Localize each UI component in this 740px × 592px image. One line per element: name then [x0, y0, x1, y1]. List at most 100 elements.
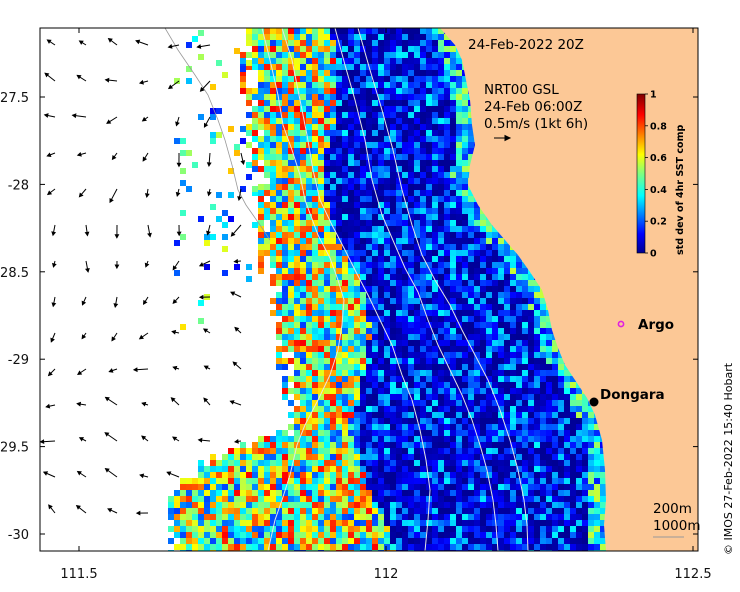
- sst-cell: [276, 82, 282, 88]
- sst-cell: [468, 298, 474, 304]
- sst-cell: [492, 262, 498, 268]
- sst-cell: [420, 250, 426, 256]
- sst-cell: [444, 514, 450, 520]
- sst-cell: [330, 388, 336, 394]
- sst-cell: [300, 460, 306, 466]
- sst-cell: [282, 172, 288, 178]
- sst-cell: [288, 172, 294, 178]
- sst-cell: [366, 232, 372, 238]
- sst-cell: [462, 118, 468, 124]
- sst-cell: [288, 118, 294, 124]
- sst-cell: [426, 34, 432, 40]
- sst-cell: [456, 532, 462, 538]
- sst-cell: [426, 286, 432, 292]
- sst-cell: [228, 484, 234, 490]
- current-vector-head: [141, 116, 147, 122]
- sst-cell: [300, 232, 306, 238]
- sst-cell: [402, 244, 408, 250]
- sst-cell: [288, 334, 294, 340]
- sst-cell: [384, 352, 390, 358]
- sst-cell: [390, 406, 396, 412]
- sst-cell: [462, 382, 468, 388]
- sst-cell: [456, 406, 462, 412]
- sst-cell: [396, 280, 402, 286]
- sst-cell: [282, 280, 288, 286]
- sst-cell: [510, 406, 516, 412]
- sst-cell: [588, 472, 594, 478]
- sst-cell: [252, 58, 258, 64]
- sst-cell: [402, 100, 408, 106]
- sst-cell: [282, 292, 288, 298]
- sst-cell: [498, 238, 504, 244]
- sst-cell: [228, 460, 234, 466]
- sst-cell: [426, 220, 432, 226]
- sst-cell: [534, 304, 540, 310]
- sst-cell: [498, 310, 504, 316]
- sst-cell: [420, 28, 426, 34]
- sst-cell: [426, 268, 432, 274]
- sst-cell: [390, 244, 396, 250]
- sst-cell: [234, 490, 240, 496]
- sst-cell: [306, 346, 312, 352]
- sst-cell: [390, 40, 396, 46]
- sst-cell: [396, 418, 402, 424]
- sst-cell: [408, 190, 414, 196]
- sst-cell: [408, 544, 414, 550]
- sst-cell: [438, 208, 444, 214]
- sst-cell: [516, 334, 522, 340]
- sst-cell: [462, 478, 468, 484]
- sst-cell: [324, 334, 330, 340]
- sst-cell: [438, 490, 444, 496]
- sst-cell: [264, 136, 270, 142]
- sst-cell: [390, 76, 396, 82]
- sst-cell: [510, 424, 516, 430]
- sst-cell: [204, 544, 210, 550]
- sst-cell: [420, 112, 426, 118]
- sst-cell: [312, 166, 318, 172]
- sst-cell: [354, 172, 360, 178]
- sst-cell: [462, 310, 468, 316]
- sst-cell: [528, 430, 534, 436]
- sst-cell: [492, 538, 498, 544]
- sst-cell: [456, 370, 462, 376]
- sst-cell: [360, 526, 366, 532]
- sst-cell: [570, 538, 576, 544]
- sst-cell: [396, 484, 402, 490]
- sst-cell: [312, 154, 318, 160]
- sst-cell: [462, 460, 468, 466]
- sst-cell: [192, 544, 198, 550]
- sst-cell: [408, 460, 414, 466]
- sst-cell: [324, 190, 330, 196]
- sst-cell: [336, 130, 342, 136]
- sst-cell: [276, 166, 282, 172]
- sst-cell: [450, 70, 456, 76]
- sst-cell: [420, 280, 426, 286]
- sst-cell: [366, 34, 372, 40]
- sst-cell: [210, 526, 216, 532]
- sst-cell: [264, 490, 270, 496]
- sst-cell: [330, 532, 336, 538]
- sst-cell: [408, 406, 414, 412]
- sst-cell: [432, 178, 438, 184]
- sst-cell: [258, 52, 264, 58]
- sst-cell: [432, 520, 438, 526]
- sst-cell: [438, 526, 444, 532]
- sst-cell: [438, 394, 444, 400]
- sst-cell: [288, 226, 294, 232]
- sst-cell: [354, 94, 360, 100]
- sst-cell: [438, 148, 444, 154]
- sst-cell: [516, 436, 522, 442]
- sst-cell: [288, 424, 294, 430]
- sst-cell: [492, 448, 498, 454]
- sst-cell: [324, 262, 330, 268]
- sst-cell: [222, 496, 228, 502]
- sst-cell: [570, 430, 576, 436]
- sst-cell: [384, 322, 390, 328]
- sst-cell: [282, 142, 288, 148]
- sst-cell: [408, 208, 414, 214]
- sst-cell: [276, 154, 282, 160]
- sst-cell: [456, 316, 462, 322]
- sst-cell: [228, 216, 234, 222]
- sst-cell: [426, 358, 432, 364]
- sst-cell: [384, 472, 390, 478]
